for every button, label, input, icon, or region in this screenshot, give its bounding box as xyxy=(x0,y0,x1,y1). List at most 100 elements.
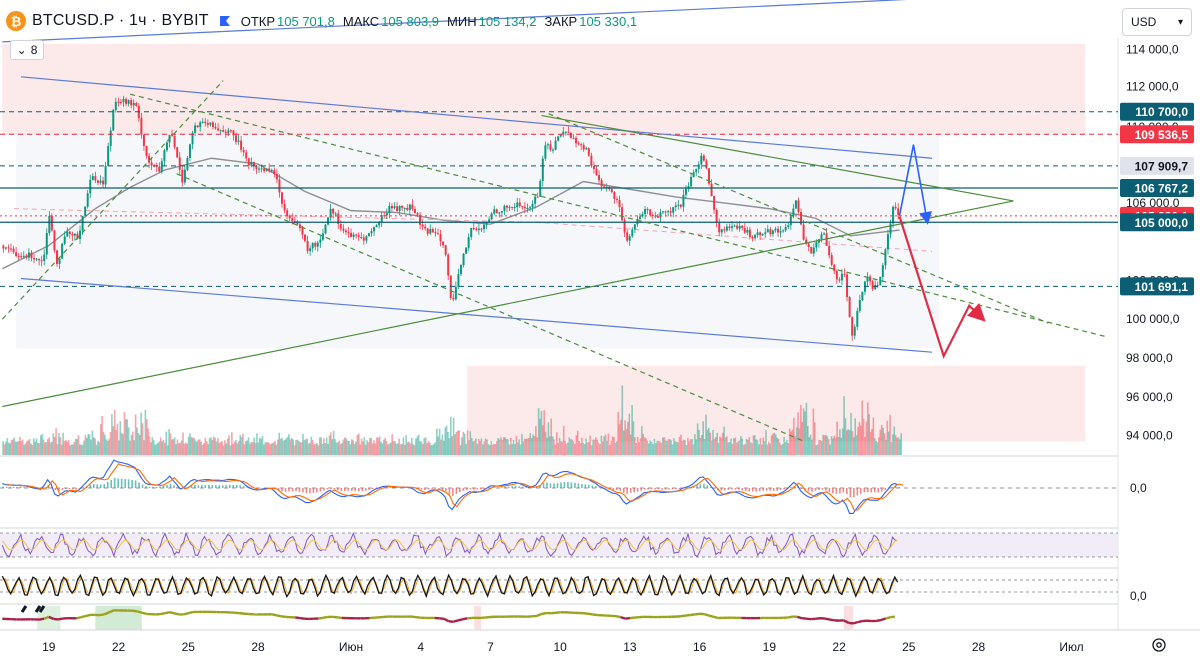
volume-bar xyxy=(408,441,410,455)
candle xyxy=(569,132,572,138)
candle xyxy=(416,213,419,215)
volume-bar xyxy=(46,439,49,455)
candle xyxy=(529,207,532,209)
candle xyxy=(206,123,209,125)
macd-histogram-bar xyxy=(591,485,594,488)
volume-bar xyxy=(339,444,342,455)
volume-bar xyxy=(317,445,320,455)
macd-histogram-bar xyxy=(511,486,513,488)
candle xyxy=(881,265,884,277)
candle xyxy=(503,205,506,211)
volume-bar xyxy=(458,430,460,455)
volume-bar xyxy=(724,437,727,455)
volume-bar xyxy=(243,444,246,455)
macd-histogram-bar xyxy=(731,488,733,490)
volume-bar xyxy=(565,443,568,455)
volume-bar xyxy=(868,414,870,455)
volume-bar xyxy=(3,444,6,455)
volume-bar xyxy=(99,424,102,455)
volume-bar xyxy=(827,439,830,455)
volume-bar xyxy=(650,441,653,455)
candle xyxy=(718,222,721,233)
candle xyxy=(802,224,805,240)
candle xyxy=(621,207,624,221)
volume-bar xyxy=(377,437,380,455)
indicators-toggle[interactable]: ⌄ 8 xyxy=(10,40,44,60)
volume-bar xyxy=(462,431,465,455)
candle xyxy=(119,101,122,103)
candle xyxy=(664,211,667,213)
macd-histogram-bar xyxy=(549,483,552,488)
macd-histogram-bar xyxy=(790,487,792,488)
candle xyxy=(810,246,813,254)
volume-bar xyxy=(695,439,698,455)
price-tick: 94 000,0 xyxy=(1126,429,1173,443)
volume-bar xyxy=(557,442,559,455)
volume-bar xyxy=(479,440,481,455)
volume-bar xyxy=(721,432,724,455)
volume-bar xyxy=(233,441,236,455)
macd-histogram-bar xyxy=(521,486,524,488)
volume-bar xyxy=(102,431,105,455)
trend-segment xyxy=(336,616,342,620)
volume-bar xyxy=(805,402,808,455)
volume-bar xyxy=(493,443,495,455)
volume-bar xyxy=(256,433,258,455)
candle xyxy=(516,202,519,208)
time-tick: 25 xyxy=(182,640,196,654)
macd-histogram-bar xyxy=(131,479,133,488)
volume-bar xyxy=(257,442,260,455)
volume-bar xyxy=(355,441,357,455)
trend-marker-icon xyxy=(20,605,46,613)
volume-bar xyxy=(70,444,73,455)
volume-bar xyxy=(606,440,608,455)
volume-bar xyxy=(445,425,448,455)
volume-bar xyxy=(197,439,200,455)
symbol-title[interactable]: BTCUSD.P · 1ч · BYBIT xyxy=(32,12,209,29)
price-tag-6 xyxy=(1120,277,1194,296)
volume-bar xyxy=(320,437,322,455)
volume-bar xyxy=(876,442,879,455)
volume-bar xyxy=(865,421,868,455)
macd-histogram-bar xyxy=(570,482,573,488)
candle xyxy=(148,155,151,163)
volume-bar xyxy=(894,435,897,455)
candle xyxy=(165,142,168,151)
volume-bar xyxy=(247,437,250,455)
candle xyxy=(436,233,439,235)
volume-bar xyxy=(568,437,571,455)
volume-bar xyxy=(282,440,285,455)
flag-icon[interactable] xyxy=(219,15,231,27)
volume-bar xyxy=(491,444,494,455)
candle xyxy=(777,228,780,233)
candle xyxy=(738,225,741,229)
volume-bar xyxy=(490,441,493,455)
gear-icon[interactable] xyxy=(1150,636,1168,654)
volume-bar xyxy=(645,438,647,455)
volume-bar xyxy=(239,434,242,455)
volume-bar xyxy=(452,417,455,455)
volume-bar xyxy=(357,433,360,455)
macd-histogram-bar xyxy=(319,488,322,492)
volume-bar xyxy=(740,436,742,455)
macd-histogram-bar xyxy=(800,488,803,490)
ohlc-low: МИН 105 134,2 xyxy=(447,13,537,29)
volume-bar xyxy=(560,441,562,455)
volume-bar xyxy=(710,440,713,455)
macd-histogram-bar xyxy=(448,488,451,495)
candle xyxy=(557,136,560,141)
volume-bar xyxy=(850,412,852,455)
volume-bar xyxy=(323,438,325,455)
volume-bar xyxy=(376,437,378,455)
currency-select[interactable]: USD ▾ xyxy=(1122,8,1192,36)
trend-segment xyxy=(615,614,621,619)
macd-histogram-bar xyxy=(692,486,695,488)
price-tag-5 xyxy=(1120,213,1194,232)
candle xyxy=(86,193,89,207)
candle xyxy=(84,206,87,216)
macd-histogram-bar xyxy=(155,486,158,488)
candle xyxy=(636,218,639,225)
macd-histogram-bar xyxy=(82,487,85,488)
volume-bar xyxy=(677,442,679,455)
